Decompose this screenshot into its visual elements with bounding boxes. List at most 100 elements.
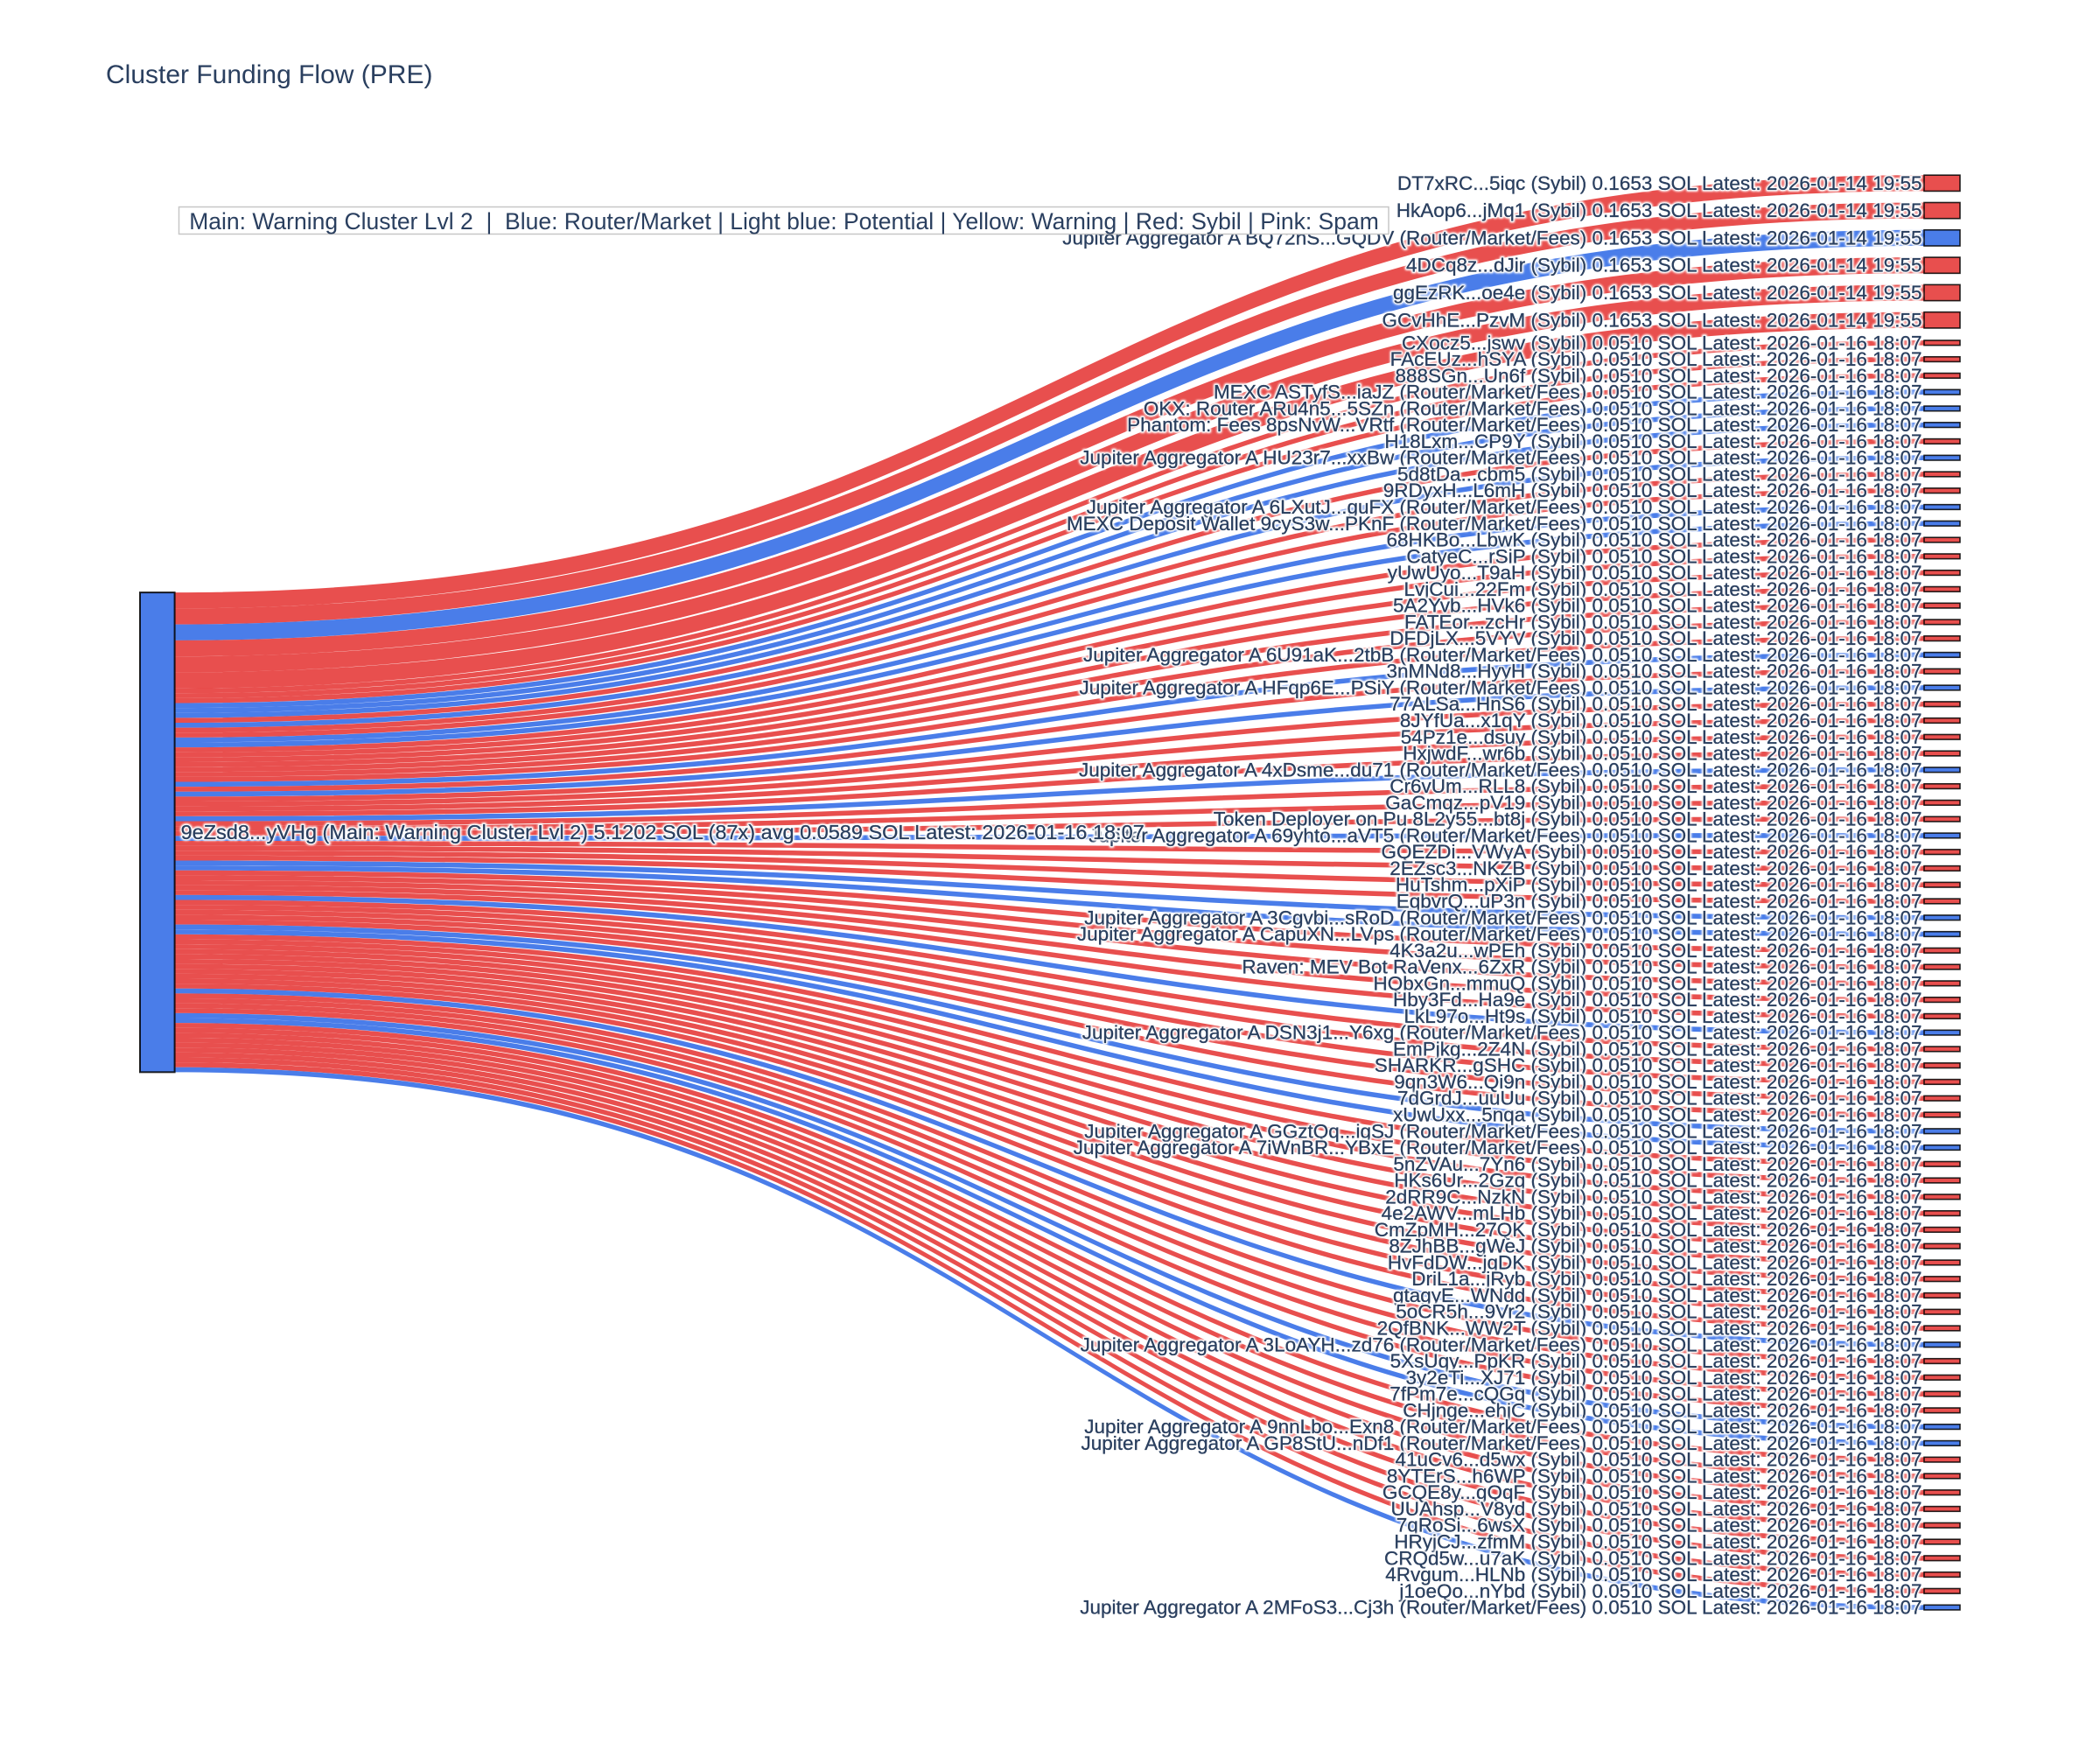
svg-text:7qRoSi...6wsX (Sybil) 0.0510 S: 7qRoSi...6wsX (Sybil) 0.0510 SOL Latest:… [1396,1515,1922,1536]
svg-text:EqbvrQ...uP3n (Sybil) 0.0510 S: EqbvrQ...uP3n (Sybil) 0.0510 SOL Latest:… [1396,890,1922,912]
svg-text:5A2Yvb...HVk6 (Sybil) 0.0510 S: 5A2Yvb...HVk6 (Sybil) 0.0510 SOL Latest:… [1393,595,1922,617]
svg-text:Jupiter Aggregator A 2MFoS3...: Jupiter Aggregator A 2MFoS3...Cj3h (Rout… [1080,1597,1922,1619]
svg-text:ggEzRK...oe4e (Sybil) 0.1653 S: ggEzRK...oe4e (Sybil) 0.1653 SOL Latest:… [1393,282,1922,304]
svg-text:SHARKR...gSHC (Sybil) 0.0510 S: SHARKR...gSHC (Sybil) 0.0510 SOL Latest:… [1375,1054,1922,1076]
svg-text:ggEzRK...oe4e (Sybil) 0.1653 S: ggEzRK...oe4e (Sybil) 0.1653 SOL Latest:… [1393,282,1922,304]
svg-text:CatyeC...rSiP (Sybil) 0.0510 S: CatyeC...rSiP (Sybil) 0.0510 SOL Latest:… [1406,545,1922,567]
svg-text:HKs6Ur...2Gzq (Sybil) 0.0510 S: HKs6Ur...2Gzq (Sybil) 0.0510 SOL Latest:… [1394,1170,1922,1192]
svg-text:9eZsd8...yVHg (Main: Warning C: 9eZsd8...yVHg (Main: Warning Cluster Lvl… [181,821,1144,844]
svg-text:OKX: Router ARu4n5...5SZn (Rou: OKX: Router ARu4n5...5SZn (Router/Market… [1144,397,1922,419]
svg-text:2dRR9C...NzkN (Sybil) 0.0510 S: 2dRR9C...NzkN (Sybil) 0.0510 SOL Latest:… [1385,1186,1922,1208]
svg-text:5XsUqy...PpKR (Sybil) 0.0510 S: 5XsUqy...PpKR (Sybil) 0.0510 SOL Latest:… [1390,1350,1922,1372]
svg-text:Jupiter Aggregator A HFqp6E...: Jupiter Aggregator A HFqp6E...PSiY (Rout… [1079,676,1922,698]
svg-text:Token Deployer on Pu 8L2y55...: Token Deployer on Pu 8L2y55...bt8j (Sybi… [1214,808,1922,830]
svg-text:8JYfUa...x1qY (Sybil) 0.0510 S: 8JYfUa...x1qY (Sybil) 0.0510 SOL Latest:… [1400,710,1922,732]
svg-text:54Pz1e...dsuy (Sybil) 0.0510 S: 54Pz1e...dsuy (Sybil) 0.0510 SOL Latest:… [1401,726,1922,748]
svg-text:CXocz5...jswv (Sybil) 0.0510 S: CXocz5...jswv (Sybil) 0.0510 SOL Latest:… [1402,332,1922,354]
svg-text:5nZVAu...7Yn6 (Sybil) 0.0510 S: 5nZVAu...7Yn6 (Sybil) 0.0510 SOL Latest:… [1393,1153,1922,1175]
svg-text:GCvHhE...PzvM (Sybil) 0.1653 S: GCvHhE...PzvM (Sybil) 0.1653 SOL Latest:… [1382,309,1922,331]
svg-text:Jupiter Aggregator A GP8StU...: Jupiter Aggregator A GP8StU...nDf1 (Rout… [1082,1432,1922,1454]
svg-text:DriL1a...jRyb (Sybil) 0.0510 S: DriL1a...jRyb (Sybil) 0.0510 SOL Latest:… [1411,1268,1922,1290]
svg-text:UUAhsp...V8yd (Sybil) 0.0510 S: UUAhsp...V8yd (Sybil) 0.0510 SOL Latest:… [1390,1498,1922,1520]
svg-text:Raven: MEV Bot RaVenx...6ZxR (: Raven: MEV Bot RaVenx...6ZxR (Sybil) 0.0… [1242,956,1922,978]
svg-text:CmZpMH...27QK (Sybil) 0.0510 S: CmZpMH...27QK (Sybil) 0.0510 SOL Latest:… [1375,1219,1922,1241]
svg-text:LvjCui...22Fm (Sybil) 0.0510 S: LvjCui...22Fm (Sybil) 0.0510 SOL Latest:… [1404,578,1922,600]
svg-text:Raven: MEV Bot RaVenx...6ZxR (: Raven: MEV Bot RaVenx...6ZxR (Sybil) 0.0… [1242,956,1922,978]
svg-text:FATEor...zcHr (Sybil) 0.0510 S: FATEor...zcHr (Sybil) 0.0510 SOL Latest:… [1404,611,1922,633]
svg-text:xUwUxx...5nqa (Sybil) 0.0510 S: xUwUxx...5nqa (Sybil) 0.0510 SOL Latest:… [1393,1103,1922,1125]
svg-text:Jupiter Aggregator A 4xDsme...: Jupiter Aggregator A 4xDsme...du71 (Rout… [1079,759,1922,780]
svg-text:68HKBo...LbwK (Sybil) 0.0510 S: 68HKBo...LbwK (Sybil) 0.0510 SOL Latest:… [1386,529,1922,551]
svg-text:j1oeQo...nYbd (Sybil) 0.0510 S: j1oeQo...nYbd (Sybil) 0.0510 SOL Latest:… [1398,1580,1922,1602]
svg-text:MEXC ASTyfS...iaJZ (Router/Mar: MEXC ASTyfS...iaJZ (Router/Market/Fees) … [1214,382,1922,403]
svg-text:HRyjCJ...zfmM (Sybil) 0.0510 S: HRyjCJ...zfmM (Sybil) 0.0510 SOL Latest:… [1394,1531,1922,1553]
svg-text:Jupiter Aggregator A 6U91aK...: Jupiter Aggregator A 6U91aK...2tbB (Rout… [1083,644,1922,666]
svg-text:yUwUyo...T9aH (Sybil) 0.0510 S: yUwUyo...T9aH (Sybil) 0.0510 SOL Latest:… [1388,562,1922,584]
svg-text:3y2eTi...XJ71 (Sybil) 0.0510 S: 3y2eTi...XJ71 (Sybil) 0.0510 SOL Latest:… [1406,1367,1922,1389]
svg-text:4Rvgum...HLNb (Sybil) 0.0510 S: 4Rvgum...HLNb (Sybil) 0.0510 SOL Latest:… [1385,1564,1922,1586]
svg-text:Jupiter Aggregator A 69yhto...: Jupiter Aggregator A 69yhto...aVT5 (Rout… [1088,824,1922,846]
svg-text:888SGn...Un6f (Sybil) 0.0510 S: 888SGn...Un6f (Sybil) 0.0510 SOL Latest:… [1395,365,1922,387]
svg-text:Jupiter Aggregator A 6U91aK...: Jupiter Aggregator A 6U91aK...2tbB (Rout… [1083,644,1922,666]
svg-text:GCQE8y...gQqF (Sybil) 0.0510 S: GCQE8y...gQqF (Sybil) 0.0510 SOL Latest:… [1382,1481,1922,1503]
svg-text:DriL1a...jRyb (Sybil) 0.0510 S: DriL1a...jRyb (Sybil) 0.0510 SOL Latest:… [1411,1268,1922,1290]
svg-text:CXocz5...jswv (Sybil) 0.0510 S: CXocz5...jswv (Sybil) 0.0510 SOL Latest:… [1402,332,1922,354]
svg-text:EqbvrQ...uP3n (Sybil) 0.0510 S: EqbvrQ...uP3n (Sybil) 0.0510 SOL Latest:… [1396,890,1922,912]
svg-text:Jupiter Aggregator A CapuXN...: Jupiter Aggregator A CapuXN...LVps (Rout… [1077,923,1922,945]
svg-text:Jupiter Aggregator A 3Cgvbi...: Jupiter Aggregator A 3Cgvbi...sRoD (Rout… [1084,906,1922,928]
svg-text:CHjnge...ehjC (Sybil) 0.0510 S: CHjnge...ehjC (Sybil) 0.0510 SOL Latest:… [1403,1399,1922,1421]
svg-text:DT7xRC...5iqc (Sybil) 0.1653 S: DT7xRC...5iqc (Sybil) 0.1653 SOL Latest:… [1397,172,1922,194]
svg-text:Jupiter Aggregator A DSN3j1...: Jupiter Aggregator A DSN3j1...Y6xg (Rout… [1082,1022,1922,1044]
svg-text:HKs6Ur...2Gzq (Sybil) 0.0510 S: HKs6Ur...2Gzq (Sybil) 0.0510 SOL Latest:… [1394,1170,1922,1192]
svg-text:xUwUxx...5nqa (Sybil) 0.0510 S: xUwUxx...5nqa (Sybil) 0.0510 SOL Latest:… [1393,1103,1922,1125]
svg-text:5d8tDa...cbm5 (Sybil) 0.0510 S: 5d8tDa...cbm5 (Sybil) 0.0510 SOL Latest:… [1397,463,1922,485]
svg-text:7qRoSi...6wsX (Sybil) 0.0510 S: 7qRoSi...6wsX (Sybil) 0.0510 SOL Latest:… [1396,1515,1922,1536]
svg-text:HxjwdF...wr6b (Sybil) 0.0510 S: HxjwdF...wr6b (Sybil) 0.0510 SOL Latest:… [1403,743,1922,765]
svg-text:77ALSa...HnS6 (Sybil) 0.0510 S: 77ALSa...HnS6 (Sybil) 0.0510 SOL Latest:… [1390,693,1922,715]
svg-text:HuTshm...pXiP (Sybil) 0.0510 S: HuTshm...pXiP (Sybil) 0.0510 SOL Latest:… [1396,874,1922,896]
svg-text:Jupiter Aggregator A DSN3j1...: Jupiter Aggregator A DSN3j1...Y6xg (Rout… [1082,1022,1922,1044]
svg-text:HQbxGn...mmuQ (Sybil) 0.0510 S: HQbxGn...mmuQ (Sybil) 0.0510 SOL Latest:… [1373,972,1922,994]
svg-text:j1oeQo...nYbd (Sybil) 0.0510 S: j1oeQo...nYbd (Sybil) 0.0510 SOL Latest:… [1398,1580,1922,1602]
svg-text:5oCR5h...9Vr2 (Sybil) 0.0510 S: 5oCR5h...9Vr2 (Sybil) 0.0510 SOL Latest:… [1396,1301,1922,1323]
svg-text:FATEor...zcHr (Sybil) 0.0510 S: FATEor...zcHr (Sybil) 0.0510 SOL Latest:… [1404,611,1922,633]
svg-text:9eZsd8...yVHg (Main: Warning C: 9eZsd8...yVHg (Main: Warning Cluster Lvl… [181,821,1144,844]
svg-text:7dGrdJ...uuUu (Sybil) 0.0510 S: 7dGrdJ...uuUu (Sybil) 0.0510 SOL Latest:… [1397,1088,1922,1110]
svg-text:HxjwdF...wr6b (Sybil) 0.0510 S: HxjwdF...wr6b (Sybil) 0.0510 SOL Latest:… [1403,743,1922,765]
svg-text:Cr6vUm...RLL8 (Sybil) 0.0510 S: Cr6vUm...RLL8 (Sybil) 0.0510 SOL Latest:… [1390,775,1922,797]
svg-text:4K3a2u...wPEh (Sybil) 0.0510 S: 4K3a2u...wPEh (Sybil) 0.0510 SOL Latest:… [1390,940,1922,962]
svg-text:FAcEUz...hSYA (Sybil) 0.0510 S: FAcEUz...hSYA (Sybil) 0.0510 SOL Latest:… [1390,348,1922,370]
svg-text:UUAhsp...V8yd (Sybil) 0.0510 S: UUAhsp...V8yd (Sybil) 0.0510 SOL Latest:… [1390,1498,1922,1520]
svg-text:CRQd5w...u7aK (Sybil) 0.0510 S: CRQd5w...u7aK (Sybil) 0.0510 SOL Latest:… [1384,1547,1922,1569]
svg-text:Phantom: Fees 8psNvW...VRtf (R: Phantom: Fees 8psNvW...VRtf (Router/Mark… [1127,414,1922,436]
svg-text:Jupiter Aggregator A 6LXutJ...: Jupiter Aggregator A 6LXutJ...guFX (Rout… [1087,496,1922,518]
svg-text:9RDyxH...L6mH (Sybil) 0.0510 S: 9RDyxH...L6mH (Sybil) 0.0510 SOL Latest:… [1383,480,1922,501]
svg-text:Hby3Fd...Ha9e (Sybil) 0.0510 S: Hby3Fd...Ha9e (Sybil) 0.0510 SOL Latest:… [1393,989,1922,1011]
svg-text:5nZVAu...7Yn6 (Sybil) 0.0510 S: 5nZVAu...7Yn6 (Sybil) 0.0510 SOL Latest:… [1393,1153,1922,1175]
svg-text:yUwUyo...T9aH (Sybil) 0.0510 S: yUwUyo...T9aH (Sybil) 0.0510 SOL Latest:… [1388,562,1922,584]
svg-text:8ZJhBB...gWeJ (Sybil) 0.0510 S: 8ZJhBB...gWeJ (Sybil) 0.0510 SOL Latest:… [1389,1236,1922,1257]
svg-text:5oCR5h...9Vr2 (Sybil) 0.0510 S: 5oCR5h...9Vr2 (Sybil) 0.0510 SOL Latest:… [1396,1301,1922,1323]
svg-text:Jupiter Aggregator A HU23r7...: Jupiter Aggregator A HU23r7...xxBw (Rout… [1080,447,1922,469]
svg-text:yUwUyo...T9aH (Sybil) 0.0510 S: yUwUyo...T9aH (Sybil) 0.0510 SOL Latest:… [1388,562,1922,584]
svg-text:3nMNd8...HyyH (Sybil) 0.0510 S: 3nMNd8...HyyH (Sybil) 0.0510 SOL Latest:… [1386,661,1922,682]
svg-text:4e2AWV...mLHb (Sybil) 0.0510 S: 4e2AWV...mLHb (Sybil) 0.0510 SOL Latest:… [1382,1202,1922,1224]
svg-text:888SGn...Un6f (Sybil) 0.0510 S: 888SGn...Un6f (Sybil) 0.0510 SOL Latest:… [1395,365,1922,387]
svg-text:Jupiter Aggregator A GP8StU...: Jupiter Aggregator A GP8StU...nDf1 (Rout… [1082,1432,1922,1454]
svg-text:Jupiter Aggregator A HFqp6E...: Jupiter Aggregator A HFqp6E...PSiY (Rout… [1079,676,1922,698]
svg-text:7fPm7e...cQGq (Sybil) 0.0510 S: 7fPm7e...cQGq (Sybil) 0.0510 SOL Latest:… [1390,1383,1922,1405]
svg-text:Phantom: Fees 8psNvW...VRtf (R: Phantom: Fees 8psNvW...VRtf (Router/Mark… [1127,414,1922,436]
svg-text:LkL97o...Ht9s (Sybil) 0.0510 S: LkL97o...Ht9s (Sybil) 0.0510 SOL Latest:… [1404,1005,1922,1027]
svg-text:Cluster Funding Flow (PRE): Cluster Funding Flow (PRE) [106,60,432,89]
svg-text:77ALSa...HnS6 (Sybil) 0.0510 S: 77ALSa...HnS6 (Sybil) 0.0510 SOL Latest:… [1390,693,1922,715]
svg-text:68HKBo...LbwK (Sybil) 0.0510 S: 68HKBo...LbwK (Sybil) 0.0510 SOL Latest:… [1386,529,1922,551]
svg-text:FATEor...zcHr (Sybil) 0.0510 S: FATEor...zcHr (Sybil) 0.0510 SOL Latest:… [1404,611,1922,633]
svg-text:68HKBo...LbwK (Sybil) 0.0510 S: 68HKBo...LbwK (Sybil) 0.0510 SOL Latest:… [1386,529,1922,551]
svg-text:888SGn...Un6f (Sybil) 0.0510 S: 888SGn...Un6f (Sybil) 0.0510 SOL Latest:… [1395,365,1922,387]
svg-text:4DCq8z...dJir (Sybil) 0.1653 S: 4DCq8z...dJir (Sybil) 0.1653 SOL Latest:… [1406,255,1922,276]
svg-text:LkL97o...Ht9s (Sybil) 0.0510 S: LkL97o...Ht9s (Sybil) 0.0510 SOL Latest:… [1404,1005,1922,1027]
svg-text:HvFdDW...jqDK (Sybil) 0.0510 S: HvFdDW...jqDK (Sybil) 0.0510 SOL Latest:… [1388,1251,1922,1273]
svg-text:Jupiter Aggregator A CapuXN...: Jupiter Aggregator A CapuXN...LVps (Rout… [1077,923,1922,945]
svg-text:Jupiter Aggregator A GGztQq...: Jupiter Aggregator A GGztQq...igSJ (Rout… [1084,1120,1922,1142]
svg-text:Jupiter Aggregator A 3LoAYH...: Jupiter Aggregator A 3LoAYH...zd76 (Rout… [1081,1334,1922,1355]
